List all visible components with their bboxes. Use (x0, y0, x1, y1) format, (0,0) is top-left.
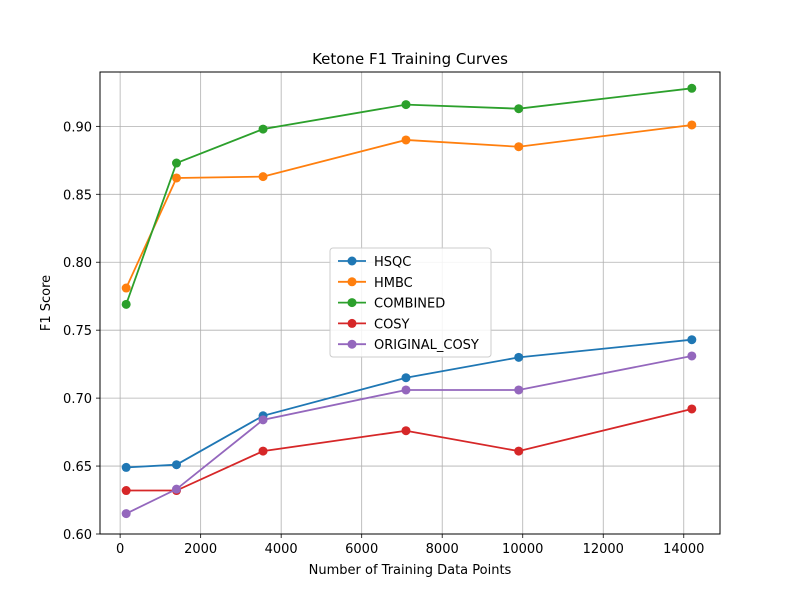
series-hmbc (121, 120, 697, 293)
data-point (401, 135, 411, 145)
data-point (687, 351, 697, 361)
y-axis-label: F1 Score (39, 275, 54, 331)
series-combined (121, 83, 697, 309)
data-point (687, 404, 697, 414)
y-tick-label: 0.80 (63, 256, 92, 271)
legend: HSQC HMBC COMBINED COSY ORIGINAL_COSY (329, 247, 492, 358)
x-tick-label: 10000 (502, 542, 543, 557)
legend-box (329, 247, 492, 358)
legend-label: HMBC (374, 276, 413, 291)
data-point (401, 373, 411, 383)
data-point (171, 158, 181, 168)
data-point (171, 484, 181, 494)
data-point (121, 509, 131, 519)
series-line (125, 355, 692, 515)
series-line (126, 408, 693, 492)
y-tick-label: 0.75 (63, 324, 92, 339)
x-tick-label: 8000 (426, 542, 459, 557)
data-point (401, 426, 411, 436)
plot-frame (99, 71, 721, 535)
data-point (514, 142, 524, 152)
data-point (121, 283, 131, 293)
legend-marker (347, 339, 357, 349)
y-tick-label: 0.60 (63, 528, 92, 543)
series-line (125, 124, 692, 289)
data-point (514, 352, 524, 362)
data-point (514, 104, 524, 114)
data-point (258, 446, 268, 456)
data-point (171, 173, 181, 183)
series-hsqc (121, 335, 697, 472)
y-tick-label: 0.90 (63, 120, 92, 135)
data-point (121, 486, 131, 496)
data-point (258, 172, 268, 182)
y-tick-label: 0.85 (63, 188, 92, 203)
series-line (125, 87, 692, 305)
data-point (121, 462, 131, 472)
legend-label: HSQC (374, 255, 411, 270)
legend-marker (347, 277, 357, 287)
data-point (687, 120, 697, 130)
data-point (258, 124, 268, 134)
tick-layer: 0 2000 4000 6000 8000 10000 12000 14000 0.60 0.65… (63, 120, 704, 557)
series-cosy (121, 404, 697, 496)
y-tick-label: 0.70 (63, 392, 92, 407)
legend-marker (347, 318, 357, 328)
x-tick-label: 4000 (265, 542, 298, 557)
x-axis-label: Number of Training Data Points (309, 563, 512, 578)
data-point (514, 385, 524, 395)
x-tick-label: 6000 (345, 542, 378, 557)
data-point (258, 415, 268, 425)
series-layer (121, 83, 697, 519)
legend-label: ORIGINAL_COSY (374, 338, 479, 353)
data-point (121, 299, 131, 309)
data-point (401, 100, 411, 110)
x-tick-label: 12000 (583, 542, 624, 557)
data-point (514, 446, 524, 456)
series-original-cosy (121, 351, 697, 519)
legend-label: COMBINED (374, 297, 445, 312)
x-tick-label: 2000 (184, 542, 217, 557)
data-point (401, 385, 411, 395)
x-tick-label: 14000 (663, 542, 704, 557)
x-tick-label: 0 (116, 542, 124, 557)
data-point (687, 83, 697, 93)
legend-label: COSY (374, 317, 410, 332)
series-line (126, 338, 692, 469)
legend-marker (347, 256, 357, 266)
y-tick-label: 0.65 (63, 460, 92, 475)
legend-marker (347, 298, 357, 308)
data-point (171, 460, 181, 470)
data-point (687, 335, 697, 345)
chart-title: Ketone F1 Training Curves (312, 50, 508, 68)
